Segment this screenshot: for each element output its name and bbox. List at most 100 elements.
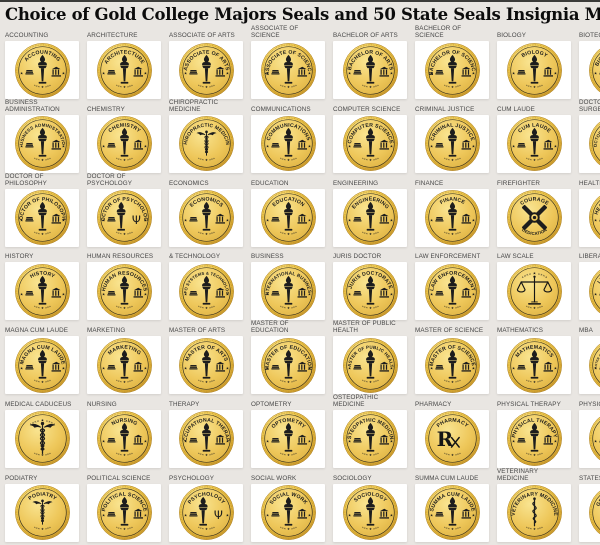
seal-tile-bachelor-of-science: BACHELOR OF SCIENCE BACHELOR OF SCIENCE …	[415, 25, 489, 100]
svg-text:««« ★ »»»: ««« ★ »»»	[279, 304, 298, 310]
caduceus-icon: PODIATRY ««« ★ »»»	[14, 485, 70, 541]
svg-text:««« ★ »»»: ««« ★ »»»	[115, 304, 134, 310]
seal-medallion: VETERINARY MEDICINE ««« ★ »»»	[497, 483, 571, 542]
seal-tile-master-of-education: MASTER OF EDUCATION MASTER OF EDUCATION …	[251, 320, 325, 395]
svg-text:★: ★	[101, 513, 105, 518]
svg-text:★: ★	[347, 217, 351, 222]
scale-icon: «««« ★ »»»» ««« ★ »»»	[506, 263, 562, 319]
svg-text:★: ★	[265, 365, 269, 370]
seal-medallion: SUMMA CUM LAUDE ««« ★ »»» ★ ★	[415, 483, 489, 542]
torch-icon: OCCUPATIONAL THERAPY ««« ★ »»» ★ ★	[178, 410, 234, 467]
svg-text:★: ★	[265, 513, 269, 518]
svg-text:★: ★	[471, 291, 475, 296]
seal-tile-engineering: ENGINEERING ENGINEERING ««« ★ »»» ★ ★	[333, 174, 407, 248]
torch-icon: JURIS DOCTORATE ««« ★ »»» ★ ★	[342, 263, 398, 319]
seal-tile-states-etc: STATES etc... GREAT SEAL OF THE STATE ★	[579, 469, 600, 543]
svg-text:««« ★ »»»: ««« ★ »»»	[525, 156, 544, 162]
svg-text:««« ★ »»»: ««« ★ »»»	[361, 83, 380, 89]
svg-text:★: ★	[429, 70, 433, 75]
svg-text:««« ★ »»»: ««« ★ »»»	[197, 83, 216, 89]
crest-icon: GREAT SEAL OF THE STATE ★	[588, 490, 600, 536]
svg-text:««« ★ »»»: ««« ★ »»»	[525, 378, 544, 384]
seal-medallion: FINANCE ««« ★ »»» ★ ★	[415, 188, 489, 247]
svg-text:★: ★	[143, 513, 147, 518]
svg-text:««« ★ »»»: ««« ★ »»»	[33, 304, 52, 310]
svg-text:★: ★	[347, 365, 351, 370]
torch-icon: COMMUNICATIONS ««« ★ »»» ★ ★	[260, 116, 316, 172]
torch-icon: HUMAN RESOURCES ««« ★ »»» ★ ★	[96, 263, 152, 319]
svg-text:★: ★	[593, 439, 597, 444]
seal-label: LAW ENFORCEMENT	[415, 253, 481, 261]
seal-medallion: HISTORY ««« ★ »»» ★ ★	[5, 262, 79, 321]
seal-tile-criminal-justice: CRIMINAL JUSTICE CRIMINAL JUSTICE ««« ★ …	[415, 100, 489, 174]
seal-medallion: ENGINEERING ««« ★ »»» ★ ★	[333, 188, 407, 247]
svg-text:««« ★ »»»: ««« ★ »»»	[361, 525, 380, 531]
seal-tile-chemistry: CHEMISTRY CHEMISTRY ««« ★ »»» ★ ★	[87, 100, 161, 174]
seal-label: FIREFIGHTER	[497, 179, 541, 187]
seal-tile-cum-laude: CUM LAUDE CUM LAUDE ««« ★ »»» ★ ★	[497, 100, 571, 174]
svg-text:★: ★	[101, 217, 105, 222]
seal-tile-medical-caduceus: MEDICAL CADUCEUS «««« ★ »»»» ««« ★ »»»	[5, 395, 79, 469]
seal-tile-physical-therapy: PHYSICAL THERAPY PHYSICAL THERAPY ««« ★ …	[497, 395, 571, 469]
seal-medallion: PHARMACY ««« ★ »»» R	[415, 409, 489, 468]
torch-icon: INTERNATIONAL BUSINESS ««« ★ »»» ★ ★	[260, 263, 316, 319]
seal-medallion: PSYCHOLOGY ««« ★ »»» ★ ★ Ψ	[169, 483, 243, 542]
torch-icon: HEALTH SCIENCES ««« ★ »»» ★ ★	[588, 195, 600, 240]
torch-icon: LAW ENFORCEMENT ««« ★ »»» ★ ★	[424, 263, 480, 319]
svg-text:★: ★	[143, 365, 147, 370]
svg-text:★: ★	[307, 365, 311, 370]
seal-tile-pharmacy: PHARMACY PHARMACY ««« ★ »»» R	[415, 395, 489, 469]
seal-tile-sociology: SOCIOLOGY SOCIOLOGY ««« ★ »»» ★ ★	[333, 469, 407, 543]
seal-label: NURSING	[87, 401, 117, 409]
svg-text:★: ★	[389, 70, 393, 75]
seal-medallion: MAGNA CUM LAUDE ««« ★ »»» ★ ★	[5, 336, 79, 395]
seal-medallion: BIOLOGY ««« ★ »»» ★ ★	[497, 41, 571, 99]
torch-icon: DOCTOR OF PHILOSOPHY ««« ★ »»» ★ ★	[14, 189, 70, 246]
svg-text:★: ★	[265, 70, 269, 75]
rx-icon: PHARMACY ««« ★ »»» R	[424, 411, 480, 467]
torch-icon: MASTER OF SCIENCE ««« ★ »»» ★ ★	[424, 337, 480, 393]
svg-text:««« ★ »»»: ««« ★ »»»	[33, 230, 52, 236]
seal-medallion: PODIATRY ««« ★ »»»	[5, 483, 79, 542]
seal-label: ARCHITECTURE	[87, 32, 138, 40]
svg-text:««« ★ »»»: ««« ★ »»»	[115, 378, 134, 384]
svg-text:★: ★	[61, 70, 65, 75]
torch-icon: COMPUTER SCIENCE ««« ★ »»» ★ ★	[342, 116, 398, 172]
svg-text:««« ★ »»»: ««« ★ »»»	[443, 83, 462, 89]
seal-tile-computer-science: COMPUTER SCIENCE COMPUTER SCIENCE ««« ★ …	[333, 100, 407, 174]
torch-icon: ECONOMICS ««« ★ »»» ★ ★	[178, 190, 234, 246]
torch-icon: EDUCATION ««« ★ »»» ★ ★	[260, 190, 316, 246]
seal-medallion: COMMUNICATIONS ««« ★ »»» ★ ★	[251, 114, 325, 173]
svg-text:««« ★ »»»: ««« ★ »»»	[115, 83, 134, 89]
svg-text:★: ★	[307, 291, 311, 296]
torch-icon: ARCHITECTURE ««« ★ »»» ★ ★	[96, 42, 152, 98]
seal-label: MASTER OF SCIENCE	[415, 327, 484, 335]
svg-text:««« ★ »»»: ««« ★ »»»	[279, 452, 298, 458]
seal-label: CRIMINAL JUSTICE	[415, 105, 475, 113]
seal-tile-architecture: ARCHITECTURE ARCHITECTURE ««« ★ »»» ★ ★	[87, 26, 161, 100]
seal-tile-law-enforcement: LAW ENFORCEMENT LAW ENFORCEMENT ««« ★ »»…	[415, 247, 489, 321]
torch-icon: ASSOCIATE OF SCIENCE ««« ★ »»» ★ ★	[260, 42, 316, 98]
seal-tile-therapy: THERAPY OCCUPATIONAL THERAPY ««« ★ »»» ★…	[169, 395, 243, 469]
svg-text:★: ★	[19, 217, 23, 222]
seal-tile-master-of-arts: MASTER OF ARTS MASTER OF ARTS ««« ★ »»» …	[169, 321, 243, 395]
seal-label: EDUCATION	[251, 179, 289, 187]
svg-text:★: ★	[101, 291, 105, 296]
svg-text:««« ★ »»»: ««« ★ »»»	[33, 525, 52, 531]
seal-medallion: COURAGE DEDICATION	[497, 188, 571, 247]
seal-tile-optometry: OPTOMETRY OPTOMETRY ««« ★ »»» ★ ★	[251, 395, 325, 469]
svg-text:NURSING: NURSING	[110, 418, 138, 428]
svg-text:★: ★	[389, 291, 393, 296]
seal-tile-finance: FINANCE FINANCE ««« ★ »»» ★ ★	[415, 174, 489, 248]
seal-tile-history: HISTORY HISTORY ««« ★ »»» ★ ★	[5, 247, 79, 321]
seal-label: OSTEOPATHIC MEDICINE	[333, 394, 379, 409]
seal-tile-master-of-public-health: MASTER OF PUBLIC HEALTH MASTER OF PUBLIC…	[333, 320, 407, 395]
seal-label: DOCTOR OF PHILOSOPHY	[5, 172, 47, 187]
svg-text:««« ★ »»»: ««« ★ »»»	[197, 452, 216, 458]
seal-tile-osteopathic-medicine: OSTEOPATHIC MEDICINE OSTEOPATHIC MEDICIN…	[333, 394, 407, 469]
seal-medallion: EDUCATION ««« ★ »»» ★ ★	[251, 188, 325, 247]
svg-text:R: R	[436, 428, 453, 452]
seal-label: PHYSICAL THERAPY	[497, 401, 561, 409]
svg-text:★: ★	[265, 291, 269, 296]
seal-label: CHIROPRACTIC MEDICINE	[169, 98, 219, 113]
